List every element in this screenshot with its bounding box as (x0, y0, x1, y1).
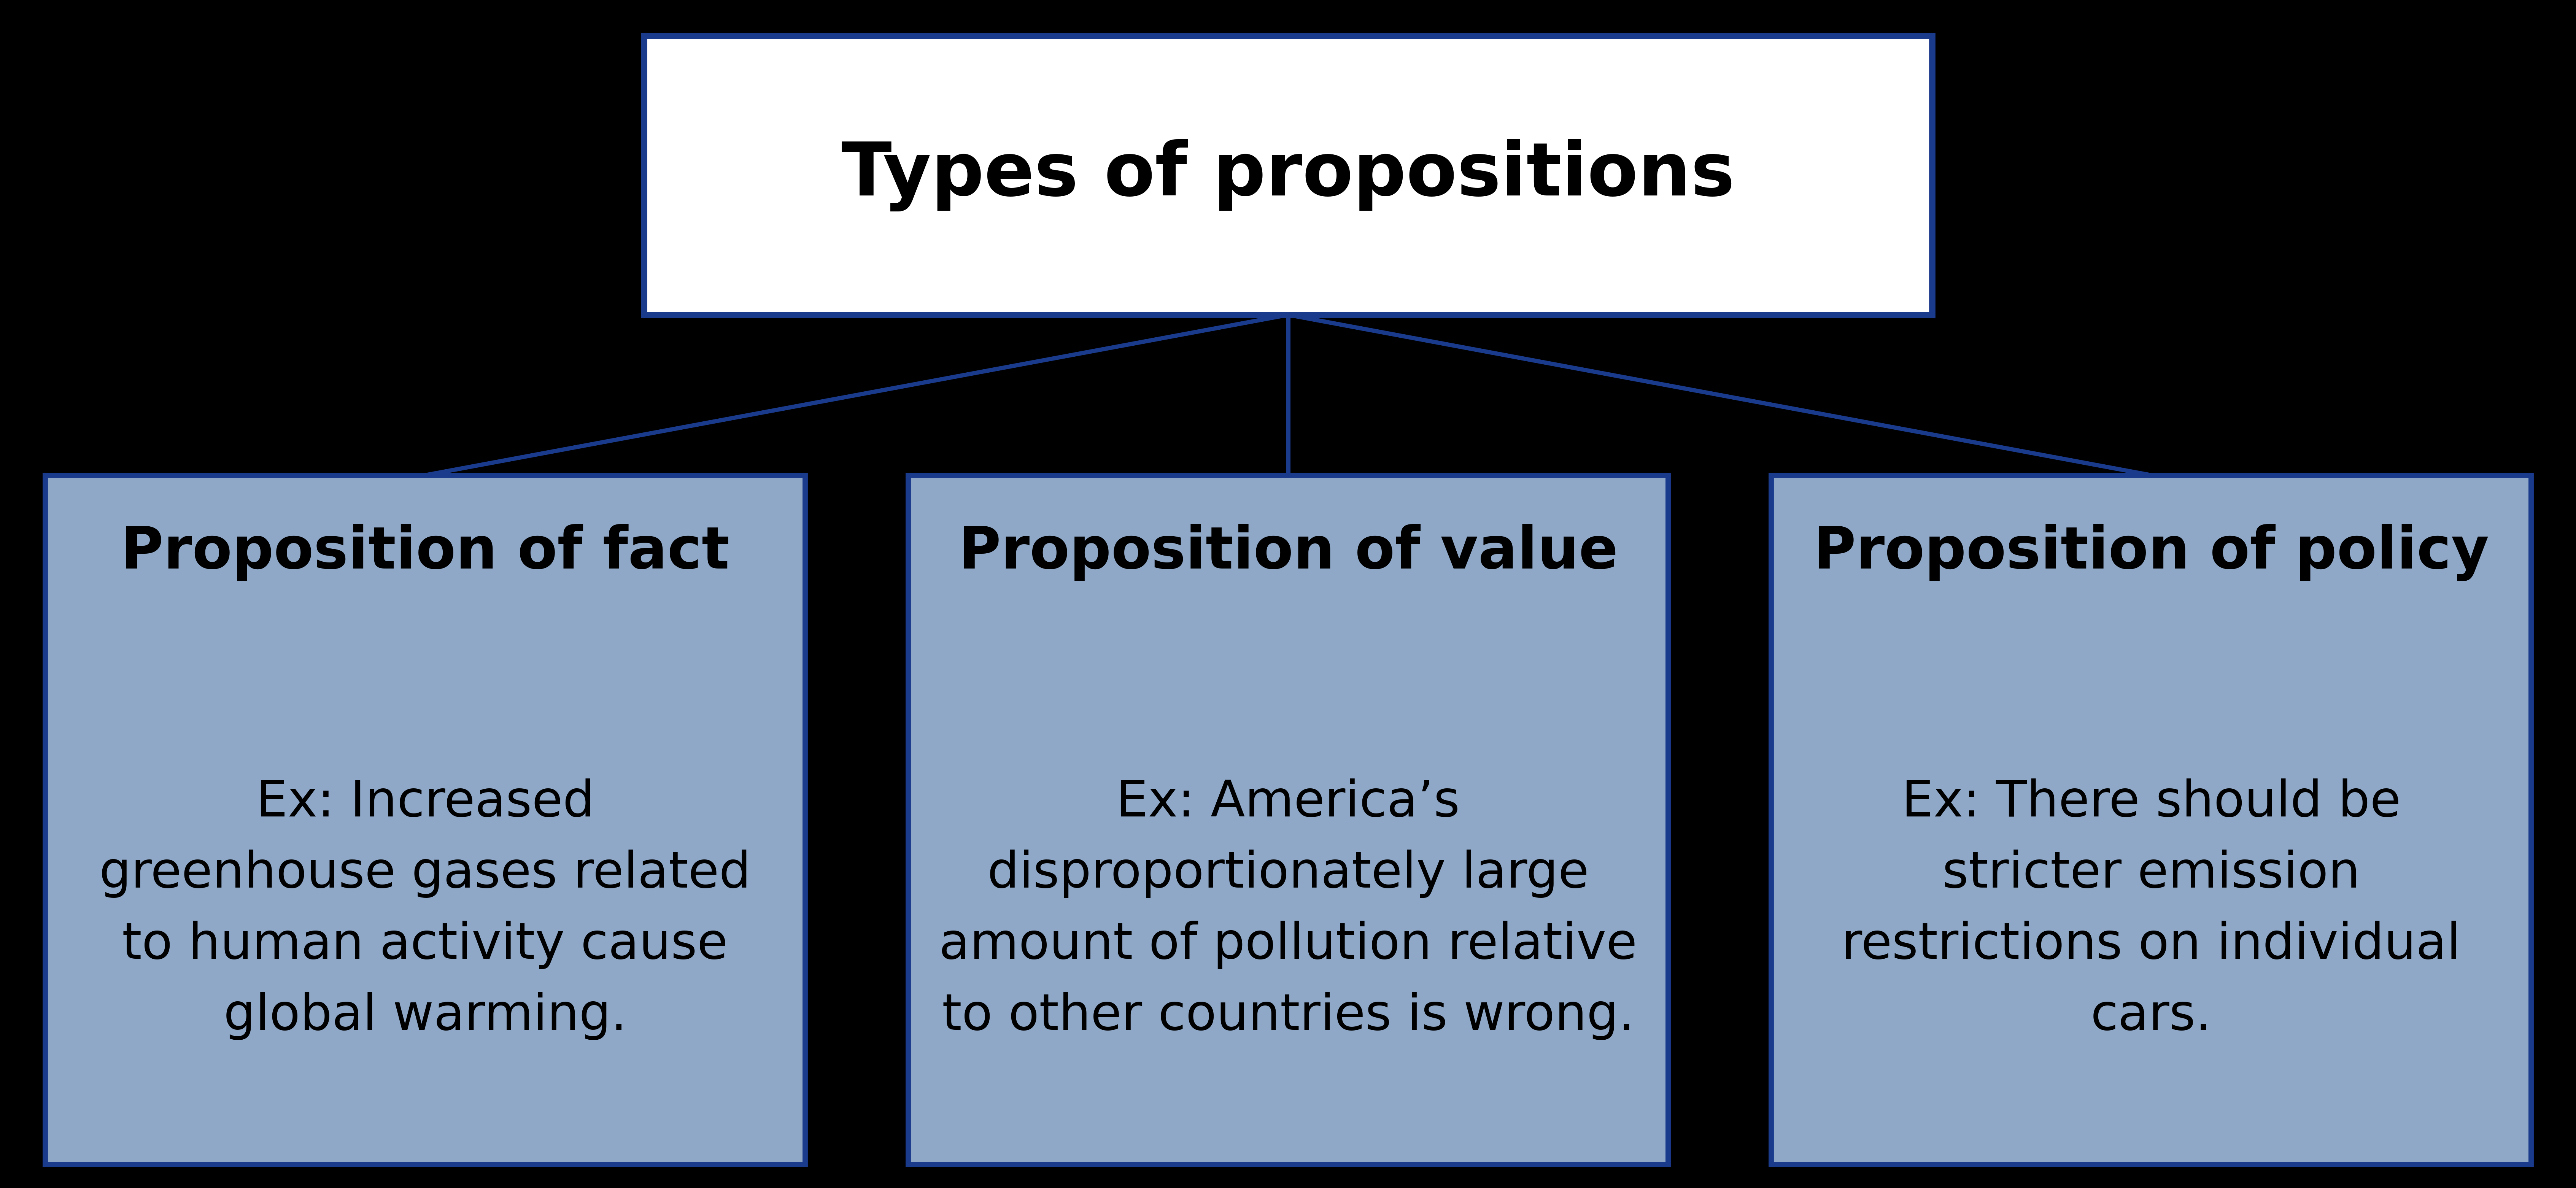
FancyBboxPatch shape (644, 36, 1932, 315)
Text: Ex: Increased
greenhouse gases related
to human activity cause
global warming.: Ex: Increased greenhouse gases related t… (100, 778, 750, 1041)
Text: Proposition of fact: Proposition of fact (121, 524, 729, 581)
Text: Ex: There should be
stricter emission
restrictions on individual
cars.: Ex: There should be stricter emission re… (1842, 778, 2460, 1041)
FancyBboxPatch shape (1772, 475, 2530, 1164)
Text: Proposition of policy: Proposition of policy (1814, 524, 2488, 581)
Text: Proposition of value: Proposition of value (958, 524, 1618, 581)
FancyBboxPatch shape (909, 475, 1669, 1164)
FancyBboxPatch shape (46, 475, 804, 1164)
Text: Ex: America’s
disproportionately large
amount of pollution relative
to other cou: Ex: America’s disproportionately large a… (940, 778, 1636, 1041)
Text: Types of propositions: Types of propositions (842, 139, 1734, 211)
